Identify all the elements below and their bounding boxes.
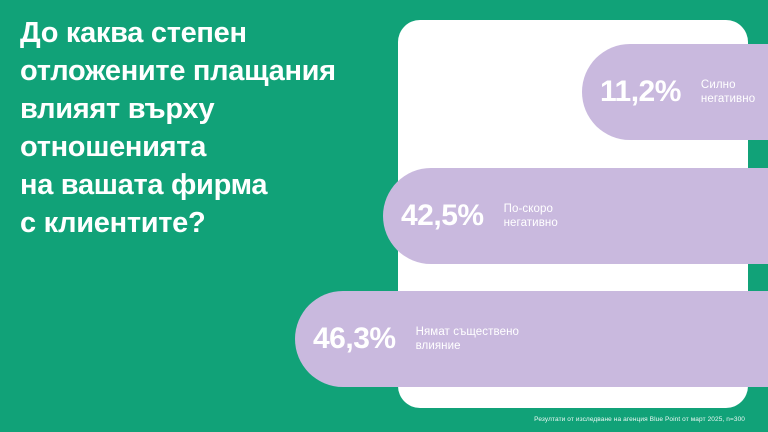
bar-label: По-скоро негативно bbox=[503, 203, 558, 229]
bar-label: Нямат съществено влияние bbox=[415, 326, 520, 352]
bar-value: 46,3% bbox=[313, 322, 396, 355]
question-title: До каква степен отложените плащания влия… bbox=[20, 17, 336, 239]
bar-po-skoro-negativno: 42,5% По-скоро негативно bbox=[383, 168, 768, 264]
footnote: Резултати от изследване на агенция Blue … bbox=[534, 416, 745, 423]
bar-label: Силно негативно bbox=[700, 79, 756, 105]
bar-value: 11,2% bbox=[600, 75, 681, 108]
bar-nyamat-sashtestveno-vliyanie: 46,3% Нямат съществено влияние bbox=[295, 291, 768, 387]
bar-silno-negativno: 11,2% Силно негативно bbox=[582, 44, 768, 140]
bar-value: 42,5% bbox=[401, 199, 484, 232]
